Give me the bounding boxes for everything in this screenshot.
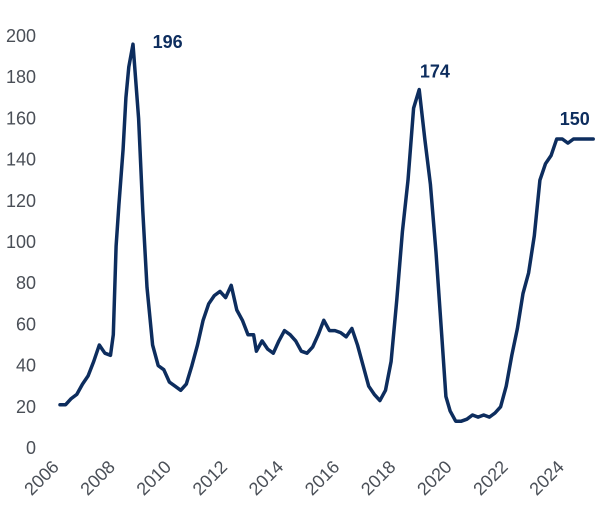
y-tick-label: 40 [16,356,36,376]
y-tick-label: 100 [6,232,36,252]
x-tick-label: 2014 [245,457,287,499]
y-tick-label: 0 [26,438,36,458]
x-tick-label: 2008 [76,457,118,499]
y-tick-label: 140 [6,150,36,170]
x-tick-label: 2016 [301,457,343,499]
x-tick-label: 2018 [357,457,399,499]
x-axis-ticks: 2006 2008 2010 2012 2014 2016 2018 2020 2022 2024 [20,457,568,499]
y-tick-label: 160 [6,108,36,128]
x-tick-label: 2012 [189,457,231,499]
y-tick-label: 180 [6,67,36,87]
x-tick-label: 2006 [20,457,62,499]
x-tick-label: 2010 [133,457,175,499]
x-tick-label: 2020 [413,457,455,499]
y-tick-label: 60 [16,314,36,334]
y-axis-ticks: 0 20 40 60 80 100 120 140 160 180 200 [6,26,36,458]
x-tick-label: 2024 [525,457,567,499]
peak-label: 174 [420,62,450,82]
y-tick-label: 200 [6,26,36,46]
x-tick-label: 2022 [469,457,511,499]
series-line [58,42,595,423]
peak-label: 196 [153,32,183,52]
peak-label: 150 [560,109,590,129]
y-tick-label: 120 [6,191,36,211]
y-tick-label: 20 [16,397,36,417]
y-tick-label: 80 [16,273,36,293]
peak-annotations: 196 174 150 [153,32,590,129]
